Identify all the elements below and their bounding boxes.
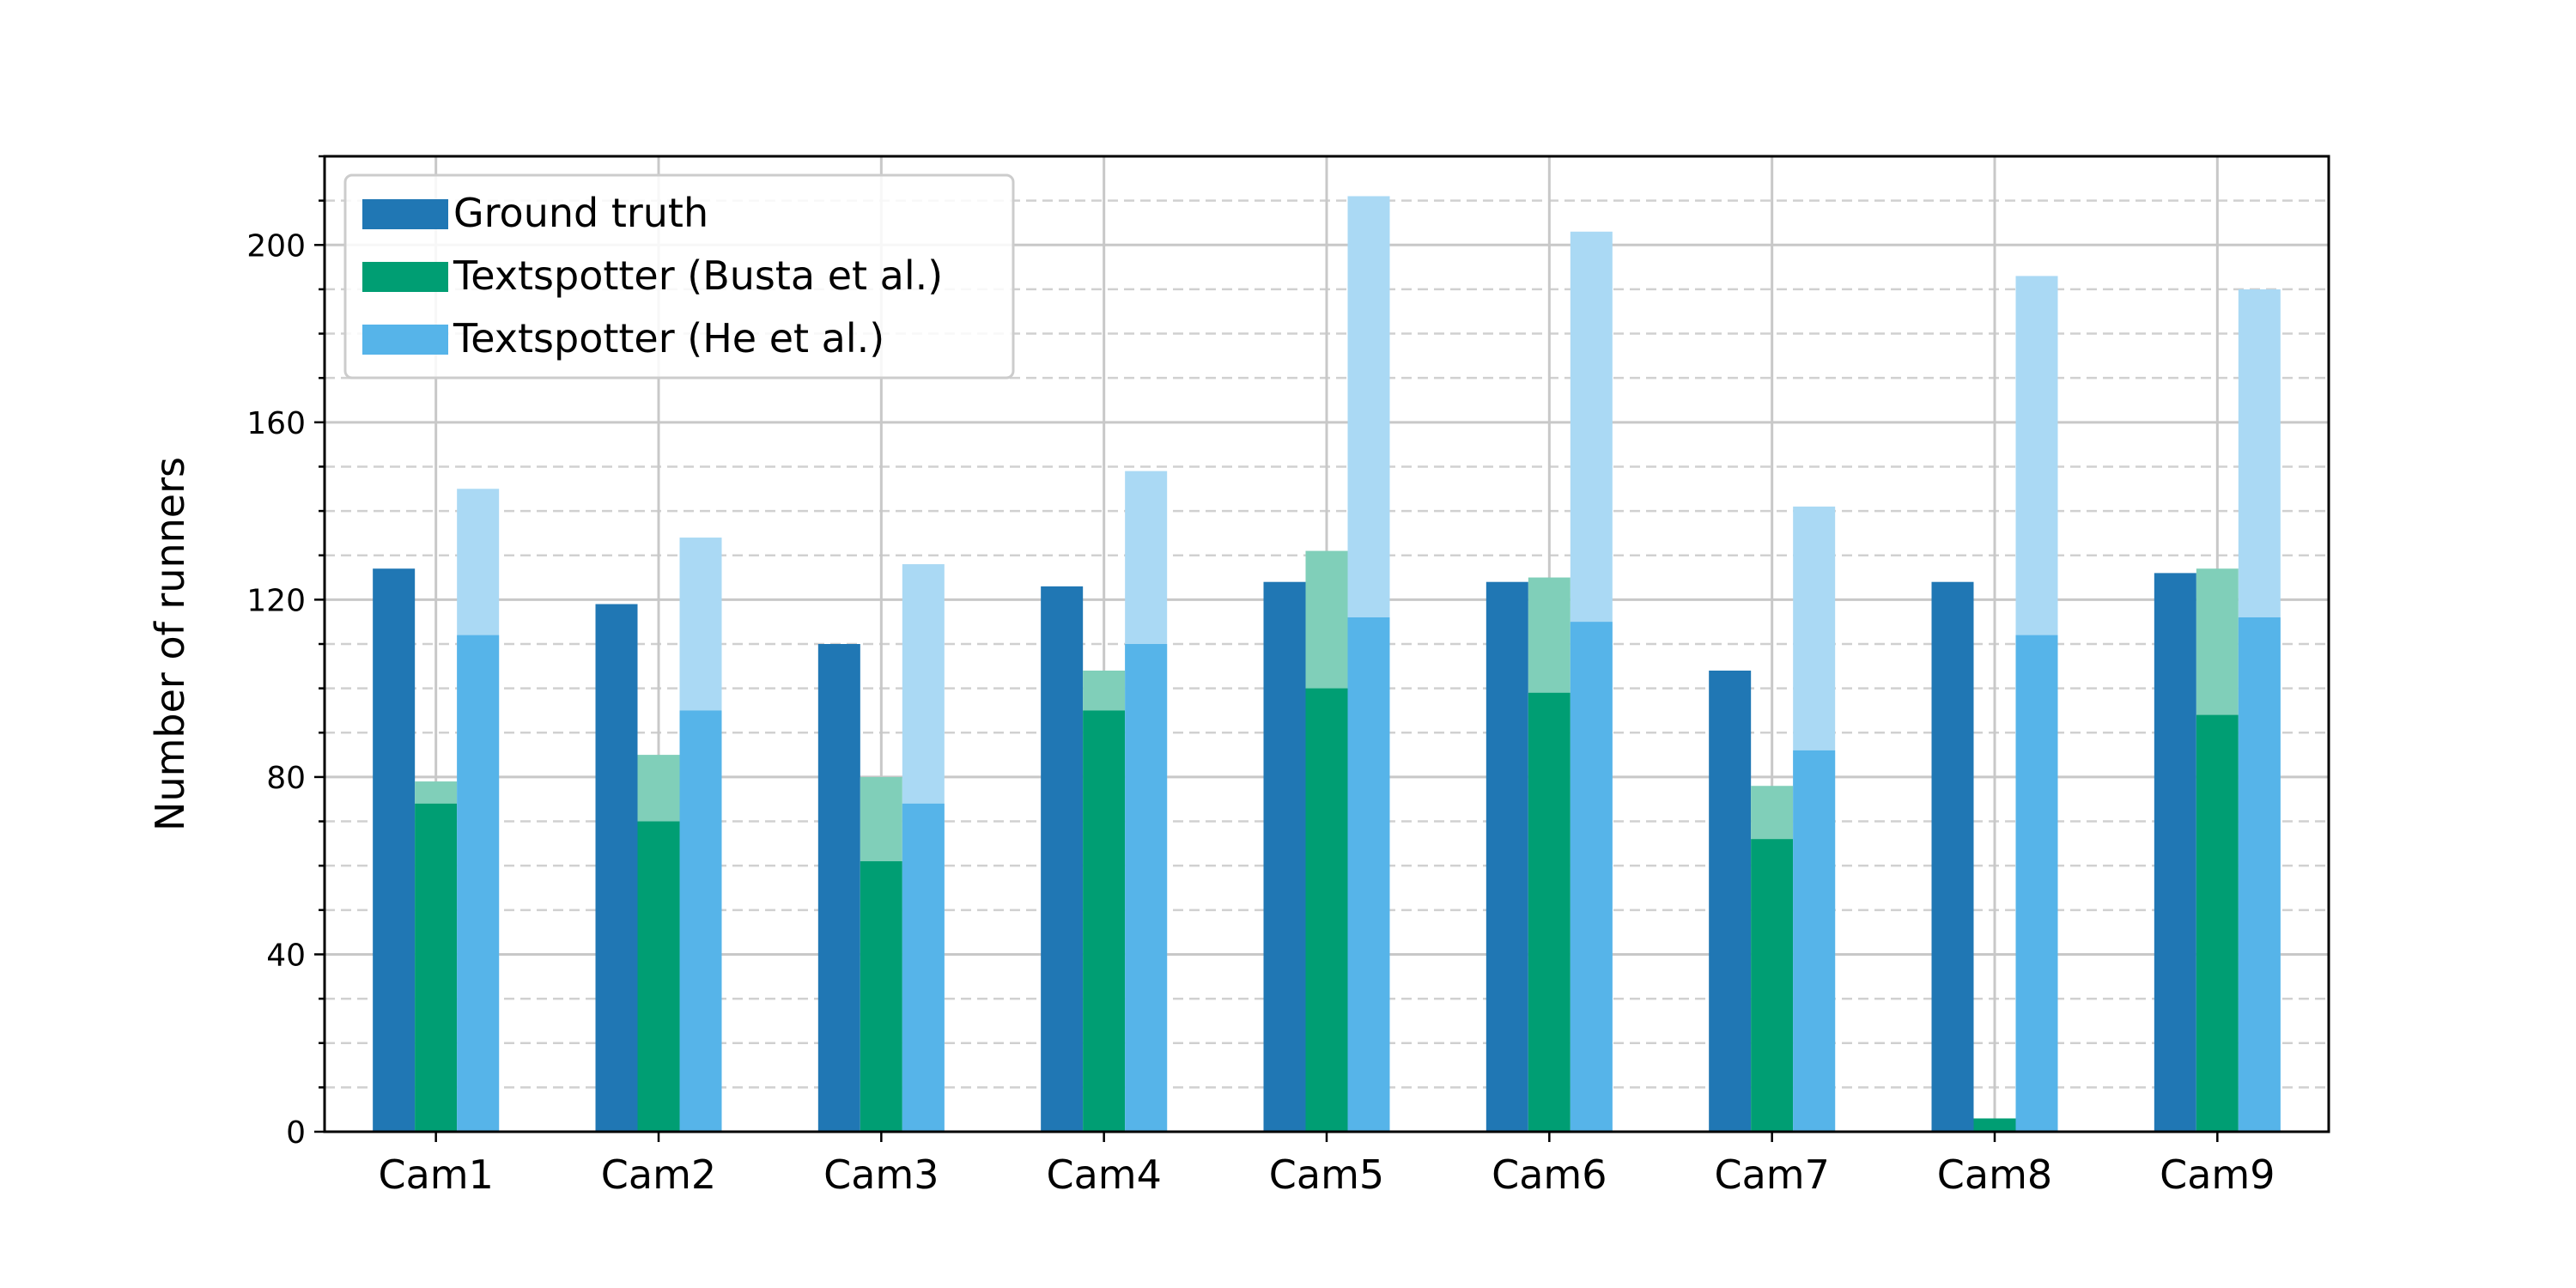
x-tick-label-cam1: Cam1 xyxy=(378,1151,493,1198)
legend-label-1: Ground truth xyxy=(453,190,708,236)
bar-cam8-series-3 xyxy=(2015,635,2058,1132)
bar-cam1-series-1 xyxy=(373,568,416,1132)
legend-box xyxy=(343,173,1015,380)
bar-cam3-series-2 xyxy=(860,861,902,1132)
legend-swatch-1 xyxy=(362,199,448,229)
y-tick-label: 200 xyxy=(246,228,306,264)
y-tick-label: 80 xyxy=(266,761,306,796)
bar-cam9-series-3 xyxy=(2238,617,2281,1132)
bar-cam7-series-1 xyxy=(1709,670,1752,1132)
bar-cam8-series-1 xyxy=(1931,581,1974,1132)
bar-cam4-series-2 xyxy=(1083,710,1126,1132)
bar-cam5-series-3 xyxy=(1347,617,1390,1132)
bar-cam2-series-1 xyxy=(595,604,638,1132)
x-tick-label-cam2: Cam2 xyxy=(601,1151,716,1198)
x-tick-label-cam8: Cam8 xyxy=(1937,1151,2052,1198)
legend-swatch-3 xyxy=(362,325,448,355)
bar-cam7-series-3 xyxy=(1793,750,1836,1132)
bar-cam6-series-3 xyxy=(1570,622,1613,1132)
x-tick-label-cam4: Cam4 xyxy=(1046,1151,1161,1198)
bar-cam1-series-2 xyxy=(415,803,458,1132)
bar-cam4-series-1 xyxy=(1041,586,1084,1132)
y-tick-label: 120 xyxy=(246,583,306,618)
bar-cam6-series-1 xyxy=(1485,581,1528,1132)
bar-cam4-series-3 xyxy=(1125,644,1168,1132)
legend-label-3: Textspotter (He et al.) xyxy=(453,315,884,361)
bar-cam1-series-3 xyxy=(457,635,500,1132)
bar-cam7-series-2 xyxy=(1751,839,1794,1132)
bar-cam5-series-1 xyxy=(1263,581,1306,1132)
y-tick-label: 0 xyxy=(286,1115,306,1151)
legend-swatch-2 xyxy=(362,262,448,292)
bar-cam2-series-3 xyxy=(679,710,722,1132)
bar-cam2-series-2 xyxy=(637,821,680,1132)
bar-cam8-series-2 xyxy=(1973,1118,2016,1132)
y-tick-label: 160 xyxy=(246,406,306,441)
x-tick-label-cam9: Cam9 xyxy=(2160,1151,2275,1198)
y-tick-label: 40 xyxy=(266,938,306,973)
bar-cam3-series-1 xyxy=(817,644,860,1132)
legend-label-2: Textspotter (Busta et al.) xyxy=(453,252,943,299)
x-tick-label-cam3: Cam3 xyxy=(823,1151,939,1198)
x-tick-label-cam6: Cam6 xyxy=(1492,1151,1607,1198)
bar-cam9-series-1 xyxy=(2154,573,2196,1132)
y-axis-title: Number of runners xyxy=(147,457,193,831)
x-tick-label-cam5: Cam5 xyxy=(1269,1151,1384,1198)
bar-cam3-series-3 xyxy=(902,803,945,1132)
bar-cam9-series-2 xyxy=(2196,714,2239,1132)
x-tick-label-cam7: Cam7 xyxy=(1714,1151,1829,1198)
bar-cam5-series-2 xyxy=(1305,688,1348,1132)
bar-cam6-series-2 xyxy=(1528,692,1571,1132)
